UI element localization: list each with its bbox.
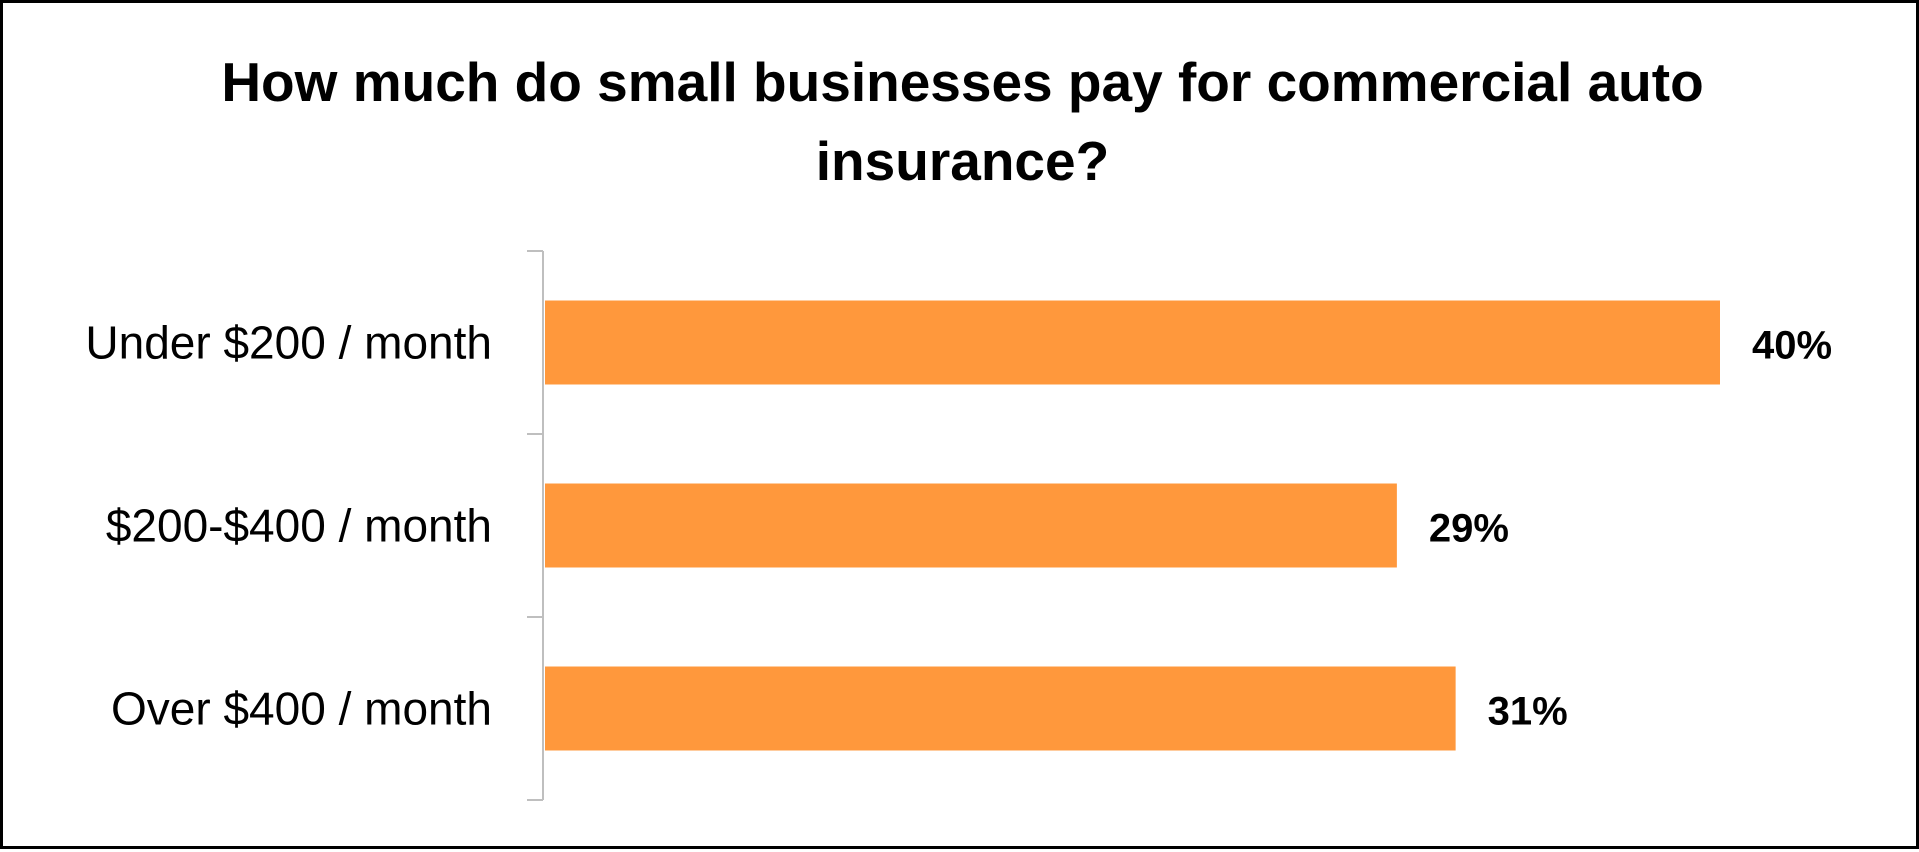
data-label: 29% [1429,507,1509,551]
category-label: Under $200 / month [85,317,492,369]
bar-group [545,300,1720,751]
data-label: 40% [1752,324,1832,368]
category-label: Over $400 / month [111,683,492,735]
data-label: 31% [1488,690,1568,734]
chart-title: How much do small businesses pay for com… [221,51,1704,192]
label-group: Under $200 / month 40% $200-$400 / month 29… [85,317,1832,735]
category-label: $200-$400 / month [106,500,492,552]
bar [545,483,1397,568]
bar-chart: Under $200 / month 40% $200-$400 / month 29… [85,250,1832,801]
bar [545,300,1720,385]
bar [545,666,1456,751]
category-axis [527,250,544,801]
